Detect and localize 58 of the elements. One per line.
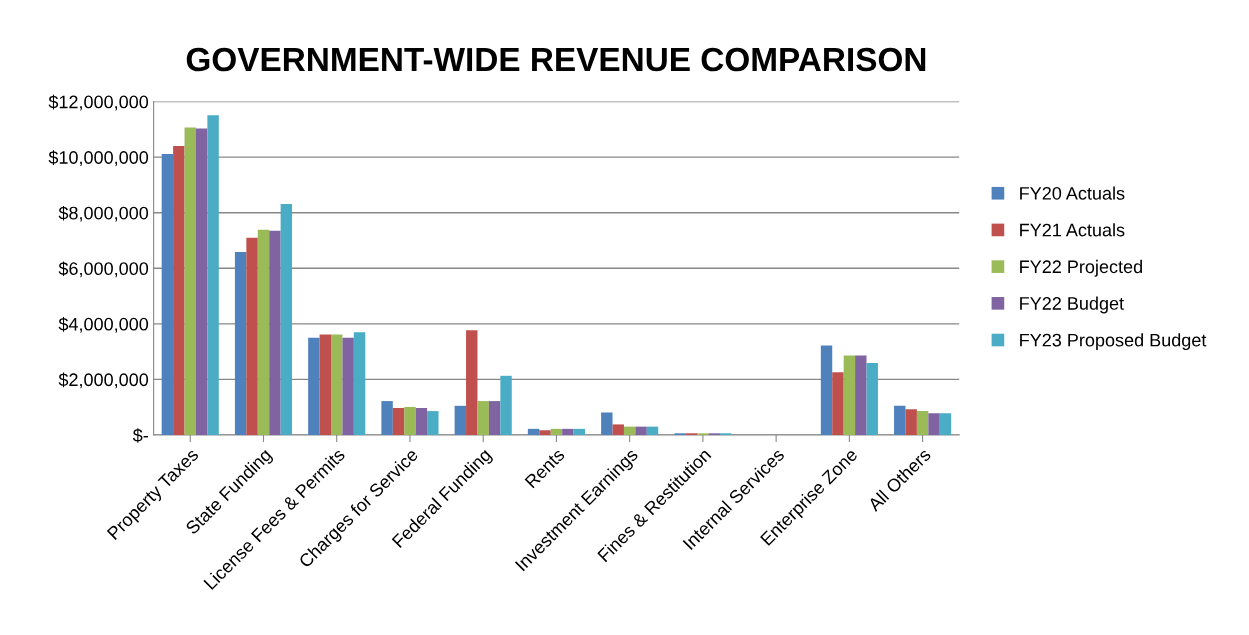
legend-label: FY20 Actuals [1020,186,1125,200]
bar [173,146,185,435]
y-tick-label: $4,000,000 [58,317,149,333]
legend-label: FY21 Actuals [1020,223,1125,237]
y-tick-label: $10,000,000 [48,150,149,167]
bar [308,337,320,435]
bar [257,229,270,435]
bar [601,412,613,435]
bar [635,426,647,435]
bar [832,372,844,435]
bar [381,401,393,435]
bar [562,428,574,435]
bar [392,408,405,435]
bar [939,413,952,435]
bar [319,334,332,435]
bar [269,230,281,435]
bar [234,251,247,435]
legend-label: FY22 Projected [1020,259,1142,277]
y-tick-label: $8,000,000 [58,205,149,222]
bar [843,355,856,435]
bar [855,355,867,435]
bar [331,334,343,435]
bar [820,345,833,435]
bar [454,405,467,435]
bar [527,428,540,435]
bar [280,204,293,435]
bar [866,363,878,435]
bar [916,411,929,435]
bar [539,430,551,435]
bar [500,375,512,435]
bar [184,127,196,435]
legend-label: FY22 Budget [1020,296,1124,314]
bar [353,332,366,435]
legend-label: FY23 Proposed Budget [1020,333,1207,351]
bar [246,237,258,435]
bar [207,115,219,435]
bar [195,128,208,435]
bar [550,428,563,435]
bar [612,424,624,435]
bar [415,408,428,435]
bar [161,154,174,435]
y-tick-label: $2,000,000 [58,372,149,389]
bar [404,406,416,435]
y-tick-label: $6,000,000 [58,261,149,278]
bar [466,330,478,435]
y-tick-label: $- [132,428,148,443]
bar [573,428,585,435]
bar [342,337,354,435]
bar [894,405,906,435]
y-tick-label: $12,000,000 [48,94,149,111]
bar [488,401,501,435]
bar [646,426,659,435]
bar [623,426,636,435]
bar [928,413,940,435]
bar [477,401,489,435]
chart-title: GOVERNMENT-WIDE REVENUE COMPARISON [186,47,926,72]
bar [905,409,917,435]
bar [427,411,439,435]
